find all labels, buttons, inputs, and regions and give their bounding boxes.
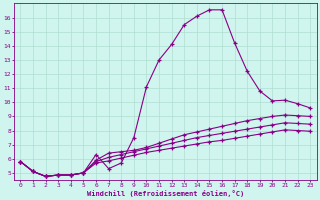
X-axis label: Windchill (Refroidissement éolien,°C): Windchill (Refroidissement éolien,°C)	[87, 190, 244, 197]
